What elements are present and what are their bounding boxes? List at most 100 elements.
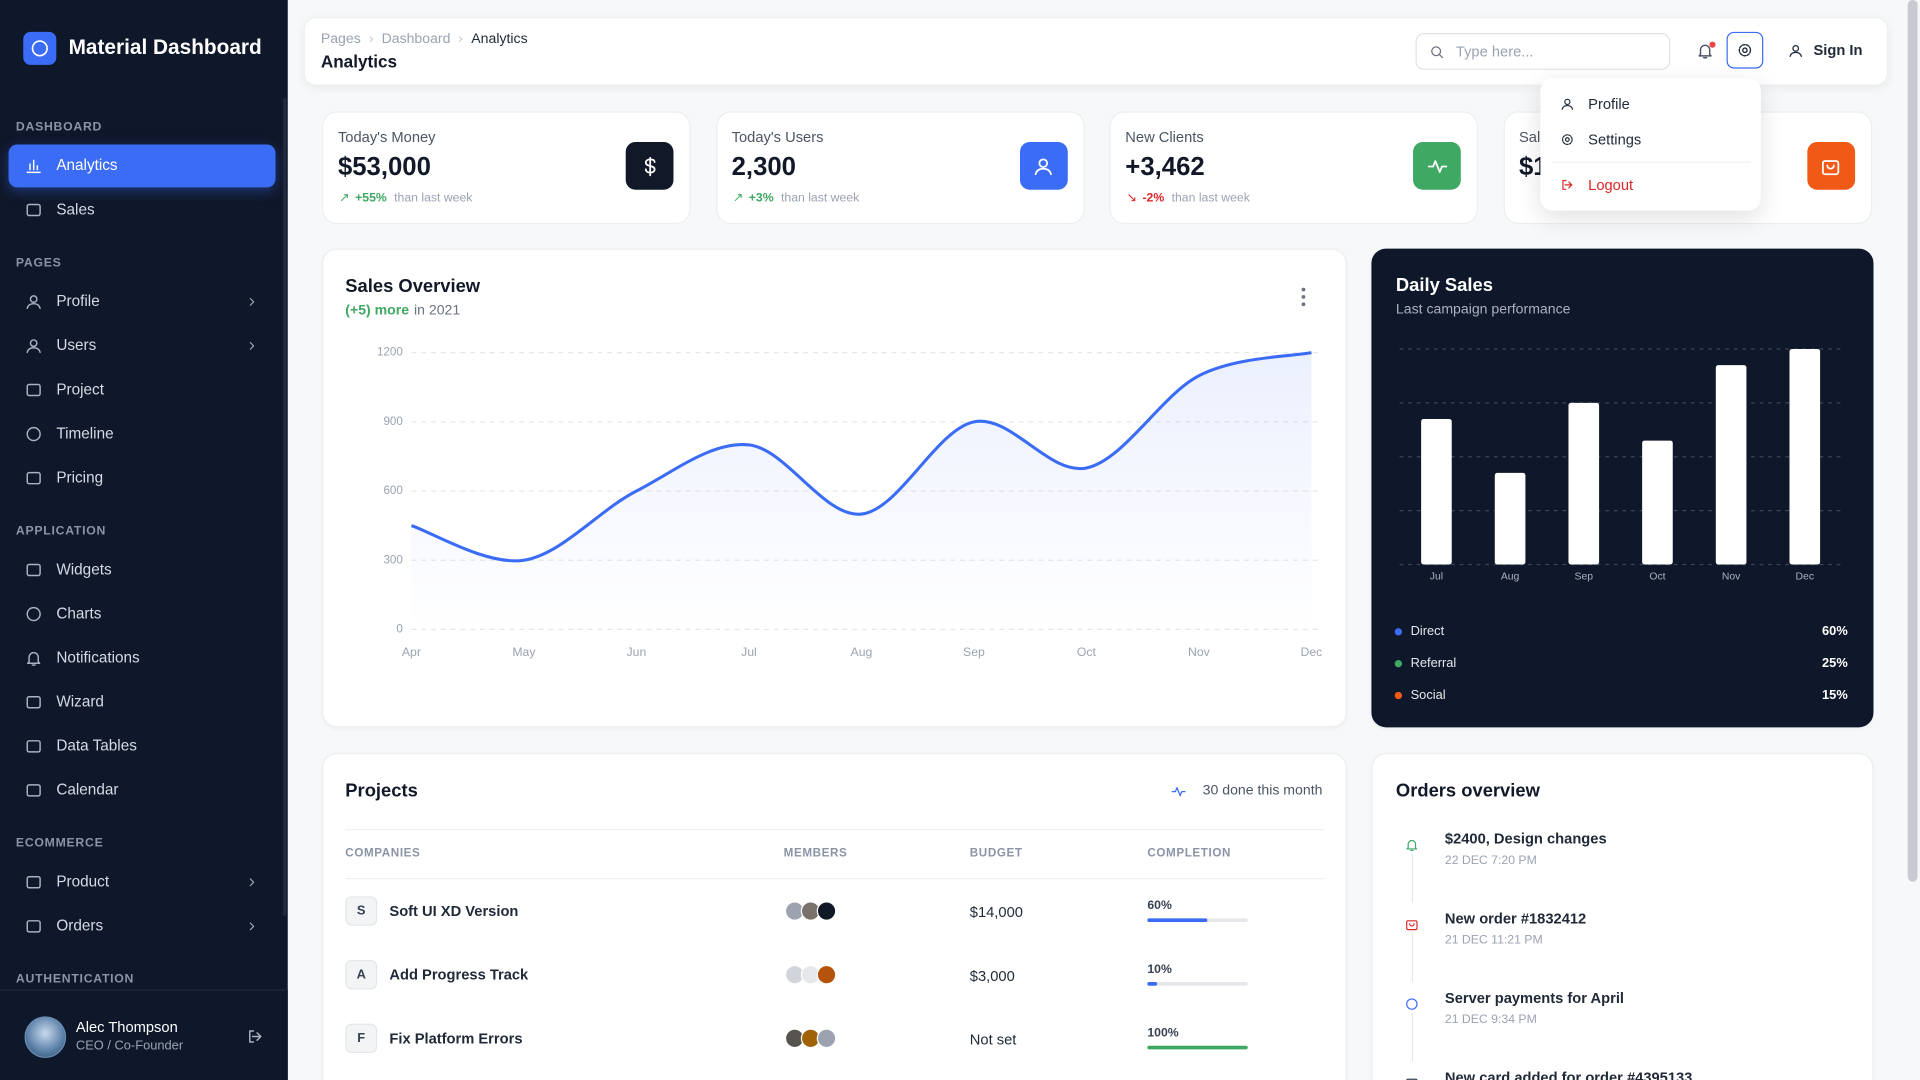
order-icon <box>1406 839 1418 851</box>
icon-shape <box>1738 43 1752 57</box>
icon-shape <box>249 297 254 306</box>
project-name: Add Progress Track <box>389 966 529 984</box>
nav-item[interactable]: Pricing <box>56 468 104 487</box>
icon-shape <box>25 471 41 484</box>
chart-subtitle: in 2021 <box>413 303 461 319</box>
nav-item[interactable]: Data Tables <box>56 737 137 755</box>
column-header: MEMBERS <box>783 846 848 861</box>
dropdown-item[interactable]: Profile <box>1588 95 1630 113</box>
icon-shape <box>1826 163 1835 169</box>
nav-icon <box>25 695 41 708</box>
nav-icon <box>25 203 41 216</box>
icon-shape <box>1409 923 1415 927</box>
icon-shape <box>1561 104 1574 110</box>
icon-shape <box>25 606 41 621</box>
icon-shape <box>1562 179 1573 190</box>
dropdown-item[interactable]: Logout <box>1588 176 1634 194</box>
stat-icon-box <box>1806 142 1855 190</box>
dropdown-item[interactable]: Settings <box>1588 131 1642 149</box>
settings-button[interactable] <box>1726 31 1764 69</box>
user-avatar <box>24 1016 67 1058</box>
icon-shape <box>25 302 41 309</box>
icon-shape <box>1406 998 1418 1010</box>
icon-shape <box>1561 134 1573 145</box>
company-initial-text: F <box>357 1031 366 1046</box>
icon-shape <box>1406 839 1418 851</box>
nav-item[interactable]: Widgets <box>56 560 112 578</box>
nav-item[interactable]: Project <box>56 380 104 398</box>
sales-overview-card <box>322 248 1347 728</box>
project-budget: Not set <box>969 1031 1017 1049</box>
stat-label: New Clients <box>1125 128 1204 146</box>
nav-item[interactable]: Profile <box>56 292 100 310</box>
nav-item[interactable]: Wizard <box>56 693 104 711</box>
nav-item[interactable]: Analytics <box>56 156 118 174</box>
breadcrumb: Analytics <box>471 31 528 47</box>
icon-shape <box>644 156 655 176</box>
icon-shape <box>249 921 254 930</box>
submenu-chevron <box>249 297 254 306</box>
notifications-button[interactable] <box>1695 41 1713 59</box>
order-title: New order #1832412 <box>1444 909 1587 927</box>
member-avatar <box>816 901 837 921</box>
completion-label: 10% <box>1147 963 1172 977</box>
icon-shape <box>369 36 373 43</box>
project-name: Soft UI XD Version <box>389 902 519 920</box>
completion-label: 60% <box>1147 899 1172 913</box>
icon-shape <box>1791 44 1799 52</box>
icon-shape <box>248 1029 261 1043</box>
breadcrumb[interactable]: Pages <box>320 31 361 47</box>
icon-shape <box>31 40 48 57</box>
nav-item[interactable]: Notifications <box>56 648 140 667</box>
icon-shape <box>1170 786 1185 796</box>
timeline-line <box>1411 933 1414 983</box>
search-box[interactable] <box>1415 33 1671 70</box>
sign-in[interactable]: Sign In <box>1813 41 1863 59</box>
sign-in-icon <box>1788 44 1802 57</box>
stat-icon <box>1427 159 1447 173</box>
icon-shape <box>25 783 41 797</box>
nav-icon <box>25 294 41 309</box>
submenu-chevron <box>249 341 254 350</box>
projects-summary-icon <box>1170 786 1185 796</box>
brand-logo <box>23 31 57 65</box>
stat-note: than last week <box>1171 191 1250 206</box>
settings-icon <box>1738 43 1752 57</box>
notification-dot <box>1709 41 1716 48</box>
icon-shape <box>25 739 41 752</box>
menu-dot <box>1301 302 1305 306</box>
nav-item[interactable]: Orders <box>56 917 104 935</box>
nav-item[interactable]: Sales <box>56 200 95 218</box>
icon-shape <box>25 159 41 173</box>
stat-change: +3% <box>748 191 774 206</box>
order-time: 22 DEC 7:20 PM <box>1444 854 1537 868</box>
sidebar-section-title: AUTHENTICATION <box>15 972 135 987</box>
page-scrollbar <box>1907 0 1918 882</box>
nav-item[interactable]: Users <box>56 336 97 354</box>
stat-value: $53,000 <box>337 153 431 182</box>
stat-label: Today's Money <box>337 128 436 146</box>
nav-item[interactable]: Timeline <box>56 424 114 443</box>
nav-item[interactable]: Calendar <box>56 781 119 799</box>
active-nav-bg <box>8 144 276 188</box>
order-title: $2400, Design changes <box>1444 830 1607 848</box>
chart-subtitle: Last campaign performance <box>1395 302 1571 318</box>
submenu-chevron <box>249 921 254 930</box>
dropdown-icon <box>1561 134 1573 145</box>
nav-item[interactable]: Charts <box>56 604 102 623</box>
daily-sales-card <box>1371 248 1874 728</box>
icon-shape <box>25 875 41 888</box>
member-avatar <box>816 1028 837 1049</box>
order-title: Server payments for April <box>1444 989 1625 1007</box>
icon-shape <box>1564 137 1570 143</box>
icon-shape <box>1742 47 1748 54</box>
company-initial <box>345 960 378 990</box>
stat-note: than last week <box>394 191 473 206</box>
completion-label: 100% <box>1147 1026 1179 1041</box>
nav-item[interactable]: Product <box>56 873 110 891</box>
nav-icon <box>25 783 41 797</box>
brand-name: Material Dashboard <box>68 35 262 59</box>
settings-dropdown <box>1540 78 1761 211</box>
breadcrumb[interactable]: Dashboard <box>381 31 451 47</box>
order-icon <box>1406 920 1418 931</box>
